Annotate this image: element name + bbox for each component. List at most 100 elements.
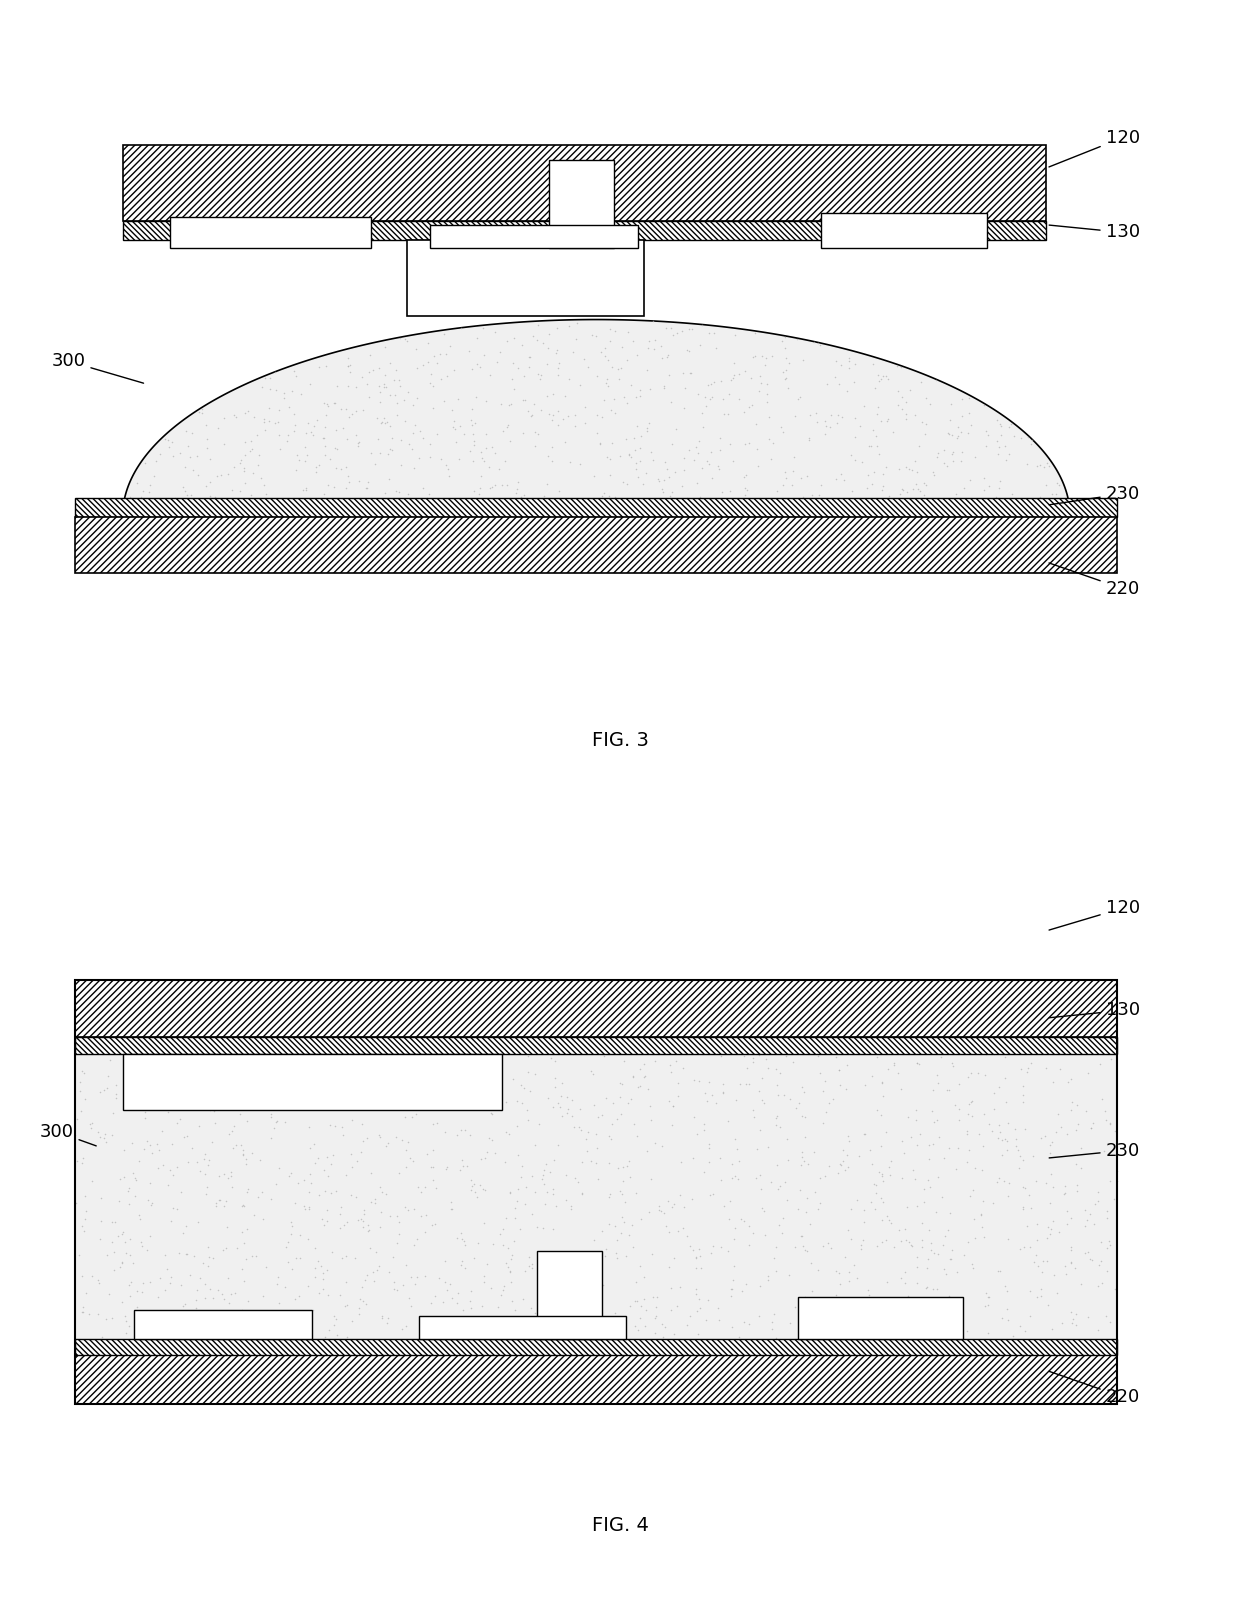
- Point: [536, 1310, 556, 1335]
- Point: [325, 475, 345, 500]
- Point: [694, 486, 714, 512]
- Point: [599, 1150, 619, 1175]
- Point: [353, 1127, 373, 1153]
- Point: [773, 419, 792, 445]
- Point: [914, 1190, 934, 1215]
- Point: [170, 440, 190, 465]
- Point: [677, 1223, 697, 1249]
- Point: [963, 1177, 983, 1202]
- Point: [108, 1223, 128, 1249]
- Point: [962, 1103, 982, 1129]
- Point: [1075, 1198, 1095, 1223]
- Point: [748, 437, 768, 462]
- Point: [877, 1119, 897, 1145]
- Point: [99, 1281, 119, 1306]
- Point: [511, 1215, 531, 1241]
- Point: [1100, 1167, 1120, 1193]
- Point: [320, 446, 340, 472]
- Point: [605, 400, 625, 425]
- Point: [934, 1233, 954, 1258]
- Point: [260, 1105, 280, 1130]
- Point: [475, 1063, 495, 1089]
- Point: [867, 401, 887, 427]
- Point: [1027, 1226, 1047, 1252]
- Point: [914, 483, 934, 508]
- Point: [94, 1126, 114, 1151]
- Point: [973, 1132, 993, 1158]
- Point: [526, 433, 546, 459]
- Point: [661, 389, 681, 414]
- Point: [1011, 1143, 1030, 1169]
- Point: [176, 1241, 196, 1266]
- Point: [339, 470, 358, 496]
- Point: [959, 1063, 978, 1089]
- Point: [849, 1143, 869, 1169]
- Point: [878, 1204, 898, 1230]
- Point: [501, 1270, 521, 1295]
- Point: [320, 1318, 340, 1343]
- Point: [248, 422, 268, 448]
- Point: [146, 448, 166, 473]
- Point: [505, 1297, 525, 1322]
- Point: [1002, 481, 1022, 507]
- Point: [1009, 1313, 1029, 1338]
- Point: [177, 483, 197, 508]
- Point: [972, 1158, 992, 1183]
- Point: [600, 1122, 620, 1148]
- Point: [221, 1281, 241, 1306]
- Point: [1080, 1201, 1100, 1226]
- Point: [895, 1270, 915, 1295]
- Point: [949, 1305, 968, 1330]
- Point: [828, 403, 848, 429]
- Point: [919, 1132, 939, 1158]
- Point: [873, 478, 893, 504]
- Point: [890, 481, 910, 507]
- Point: [934, 437, 954, 462]
- Point: [673, 1215, 693, 1241]
- Point: [1006, 1134, 1025, 1159]
- Point: [542, 408, 562, 433]
- Point: [718, 1108, 738, 1134]
- Point: [879, 483, 899, 508]
- Point: [221, 1159, 241, 1185]
- Point: [198, 1151, 218, 1177]
- Point: [1018, 1214, 1038, 1239]
- Point: [422, 1212, 441, 1238]
- Point: [1061, 1206, 1081, 1231]
- Point: [990, 1075, 1009, 1100]
- Point: [722, 1276, 742, 1302]
- Point: [940, 406, 960, 432]
- Point: [777, 1127, 797, 1153]
- Point: [785, 1295, 805, 1321]
- Point: [608, 1228, 627, 1254]
- Text: FIG. 4: FIG. 4: [591, 1516, 649, 1535]
- Point: [859, 433, 879, 459]
- Point: [1054, 1182, 1074, 1207]
- Point: [528, 421, 548, 446]
- Point: [475, 1210, 495, 1236]
- Point: [502, 366, 522, 392]
- Point: [180, 445, 200, 470]
- Point: [807, 1257, 827, 1282]
- Point: [549, 350, 569, 376]
- Point: [872, 1134, 892, 1159]
- Point: [610, 1178, 630, 1204]
- Point: [890, 1076, 910, 1102]
- Point: [662, 432, 682, 457]
- Point: [366, 1239, 386, 1265]
- Point: [640, 1094, 660, 1119]
- Point: [996, 1089, 1016, 1115]
- Point: [853, 1226, 873, 1252]
- Point: [201, 1298, 221, 1324]
- Point: [1058, 1121, 1078, 1146]
- Point: [616, 427, 636, 453]
- Point: [564, 403, 584, 429]
- Point: [542, 448, 562, 473]
- Point: [723, 365, 743, 390]
- Point: [888, 379, 908, 405]
- Point: [588, 363, 608, 389]
- Point: [939, 422, 959, 448]
- Point: [377, 1311, 397, 1337]
- Point: [649, 469, 668, 494]
- Point: [621, 1212, 641, 1238]
